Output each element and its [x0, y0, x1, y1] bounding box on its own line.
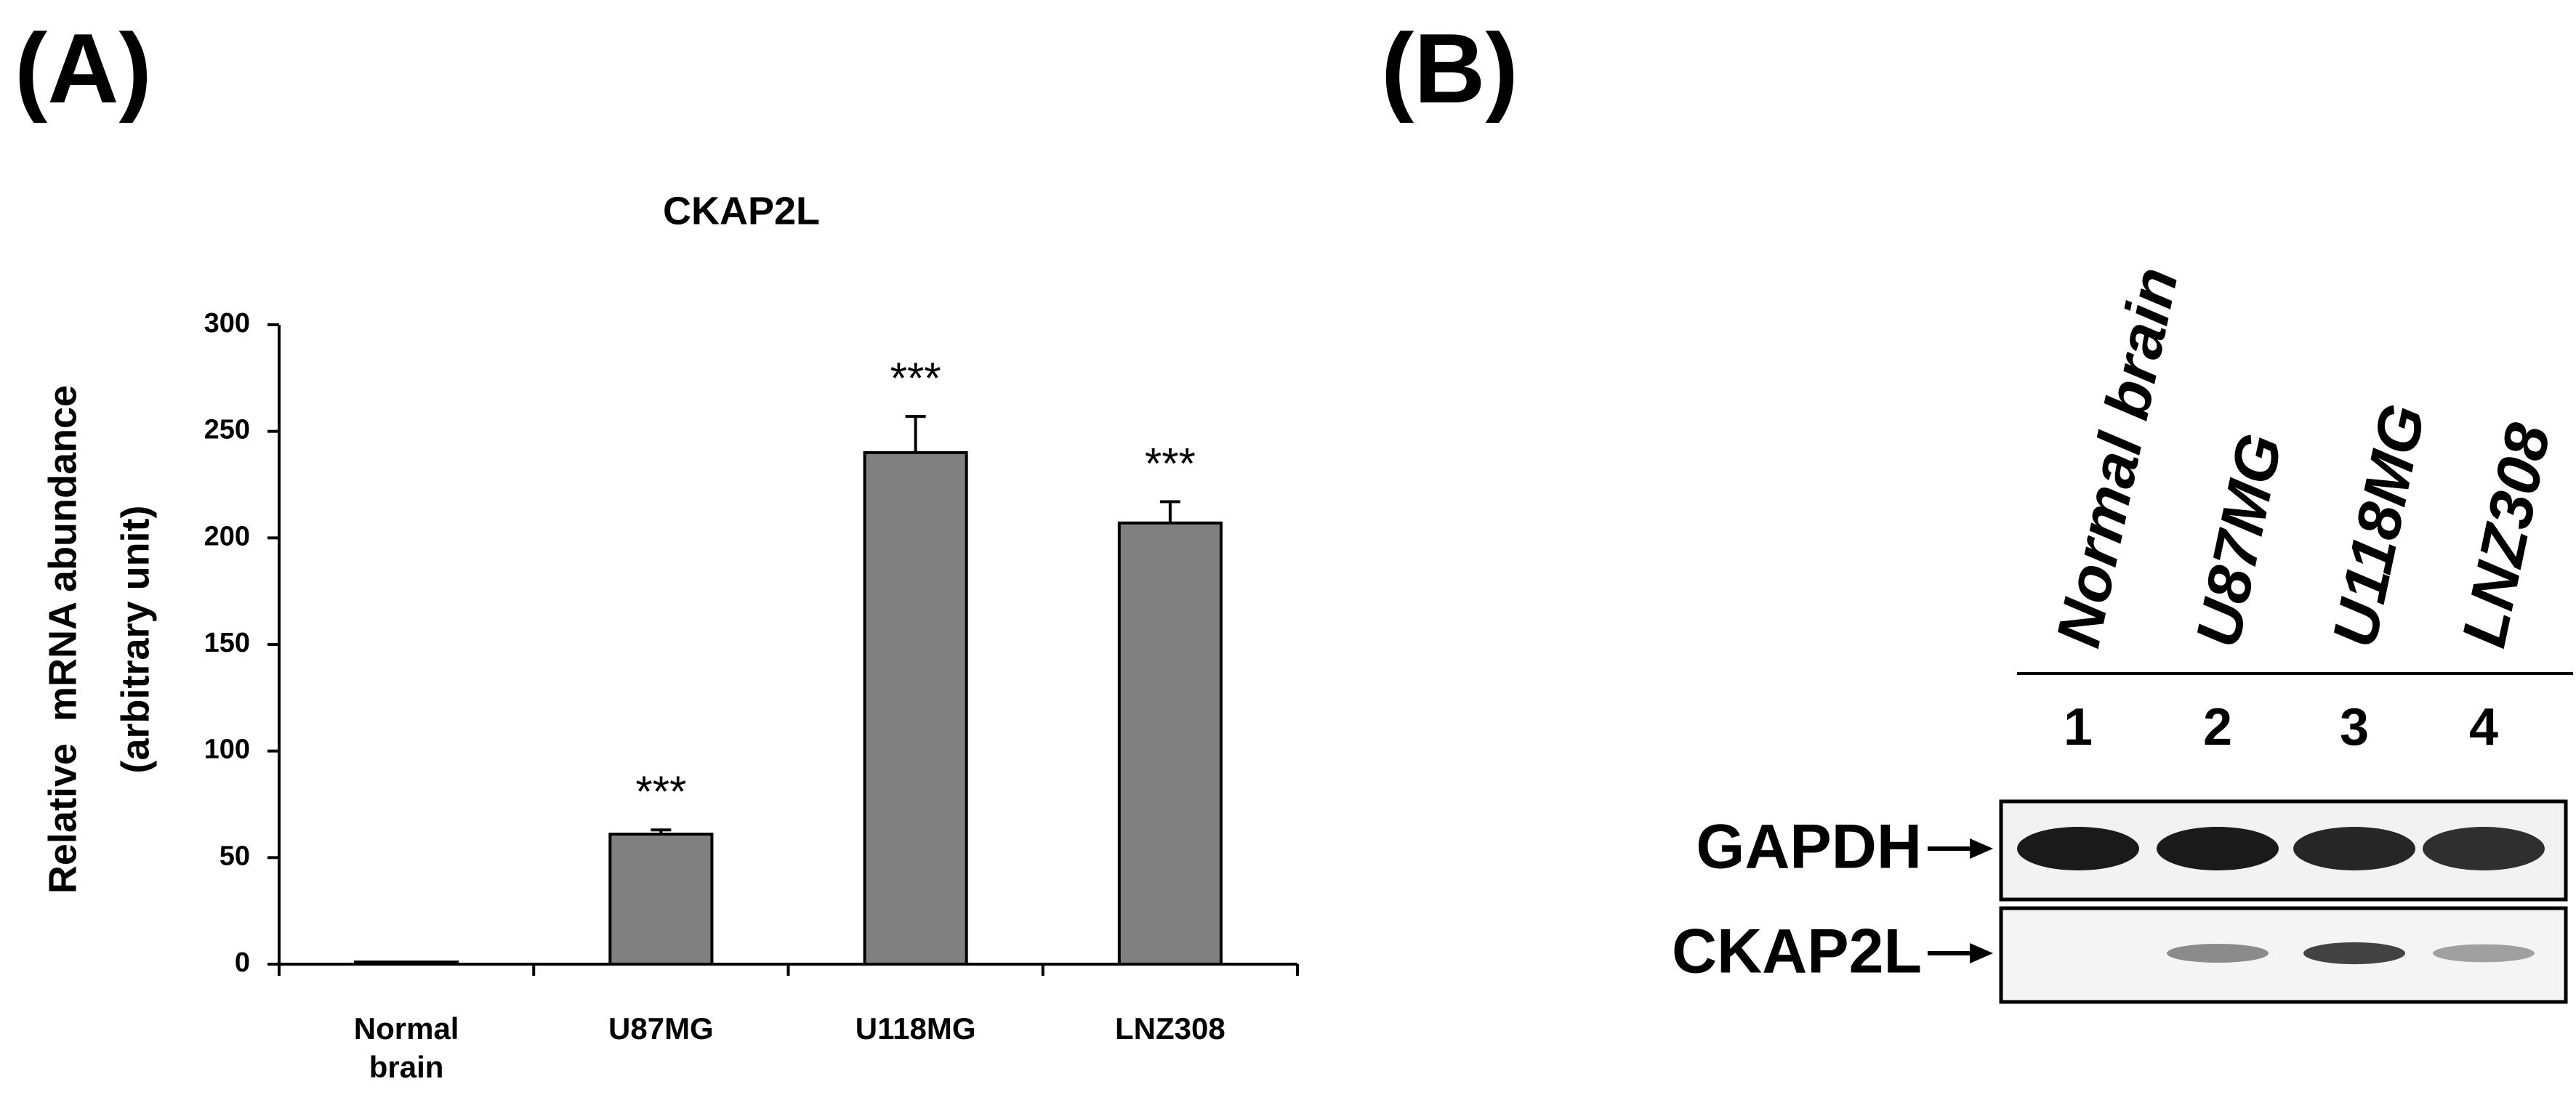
lane-label: U118MG [2319, 398, 2439, 652]
error-bar [905, 415, 926, 453]
lane-number: 4 [2469, 698, 2498, 756]
significance-label: *** [890, 354, 941, 403]
band [2167, 944, 2269, 963]
panel-label: (A) [15, 13, 152, 124]
lane-label: U87MG [2183, 428, 2296, 653]
row-label: CKAP2L [1672, 917, 1922, 987]
lane-number: 1 [2064, 698, 2093, 756]
lane-label: LNZ308 [2449, 418, 2564, 653]
bar [863, 451, 968, 966]
band [2293, 827, 2415, 870]
significance-label: *** [1145, 439, 1196, 488]
x-tick-label: U118MG [855, 1011, 976, 1046]
lane-label: Normal brain [2043, 262, 2191, 653]
y-tick-label: 150 [204, 628, 250, 658]
band [2303, 942, 2405, 965]
row-label: GAPDH [1696, 812, 1922, 882]
error-bar [1159, 500, 1180, 523]
bar [354, 961, 459, 966]
error-bar [651, 828, 672, 835]
y-tick-label: 200 [204, 521, 250, 551]
x-tick-label-box: LNZ308 [1115, 1011, 1225, 1046]
y-tick-label: 250 [204, 415, 250, 445]
x-tick-label: LNZ308 [1115, 1011, 1225, 1046]
blot-box [1999, 906, 2568, 1004]
chart-title: CKAP2L [663, 189, 820, 232]
arrow-head [1970, 838, 1993, 859]
y-axis-label: (arbitrary unit) [113, 505, 157, 773]
x-tick-label: Normal brain [353, 1011, 459, 1084]
bar [1117, 521, 1223, 966]
band [2017, 827, 2139, 870]
lane-number: 3 [2340, 698, 2369, 756]
x-tick-label-box: U118MG [855, 1011, 976, 1046]
y-axis-label: Relative mRNA abundance [41, 385, 84, 894]
y-tick-label: 50 [220, 841, 250, 871]
y-tick-label: 0 [235, 947, 250, 978]
bar [608, 833, 714, 966]
lane-number: 2 [2203, 698, 2232, 756]
y-tick-label: 100 [204, 735, 250, 765]
arrow-head [1970, 943, 1993, 963]
significance-label: *** [635, 767, 686, 816]
x-tick-label-box: Normal brain [353, 1011, 459, 1084]
y-tick-label: 300 [204, 308, 250, 339]
x-tick-label-box: U87MG [608, 1011, 714, 1046]
band [2157, 827, 2279, 870]
band [2433, 944, 2535, 963]
panel-label: (B) [1381, 13, 1518, 124]
x-tick-label: U87MG [608, 1011, 714, 1046]
band [2423, 827, 2545, 870]
